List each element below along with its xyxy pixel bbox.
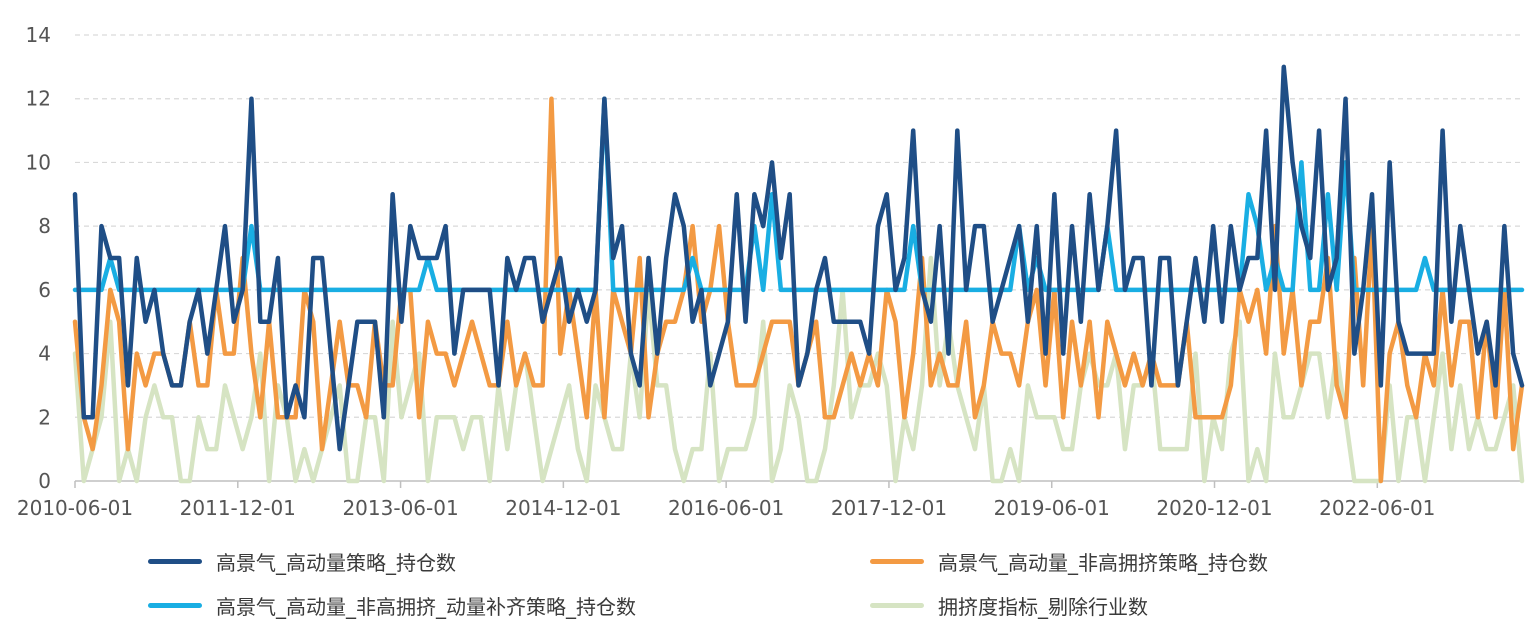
- x-tick-label: 2010-06-01: [17, 496, 133, 520]
- series-line-4: [72, 255, 1525, 484]
- series-lines: [72, 64, 1525, 484]
- y-tick-label: 2: [38, 405, 51, 429]
- x-tick-label: 2014-12-01: [505, 496, 621, 520]
- x-tick-label: 2019-06-01: [994, 496, 1110, 520]
- x-tick-label: 2020-12-01: [1156, 496, 1272, 520]
- y-tick-label: 8: [38, 214, 51, 238]
- y-tick-label: 14: [26, 23, 51, 47]
- x-tick-label: 2016-06-01: [668, 496, 784, 520]
- y-tick-label: 12: [26, 87, 51, 111]
- y-tick-label: 6: [38, 278, 51, 302]
- y-tick-label: 0: [38, 469, 51, 493]
- y-tick-label: 4: [38, 342, 51, 366]
- x-tick-label: 2011-12-01: [180, 496, 296, 520]
- x-tick-label: 2013-06-01: [342, 496, 458, 520]
- x-tick-label: 2017-12-01: [831, 496, 947, 520]
- axes: 0 2 4 6 8 10 12 14 2010-06-01 2011-12-01 2013-06-0…: [17, 23, 1522, 520]
- series-line-1: [72, 64, 1525, 452]
- y-tick-label: 10: [26, 150, 51, 174]
- series-line-3: [72, 96, 1525, 293]
- x-tick-label: 2022-06-01: [1319, 496, 1435, 520]
